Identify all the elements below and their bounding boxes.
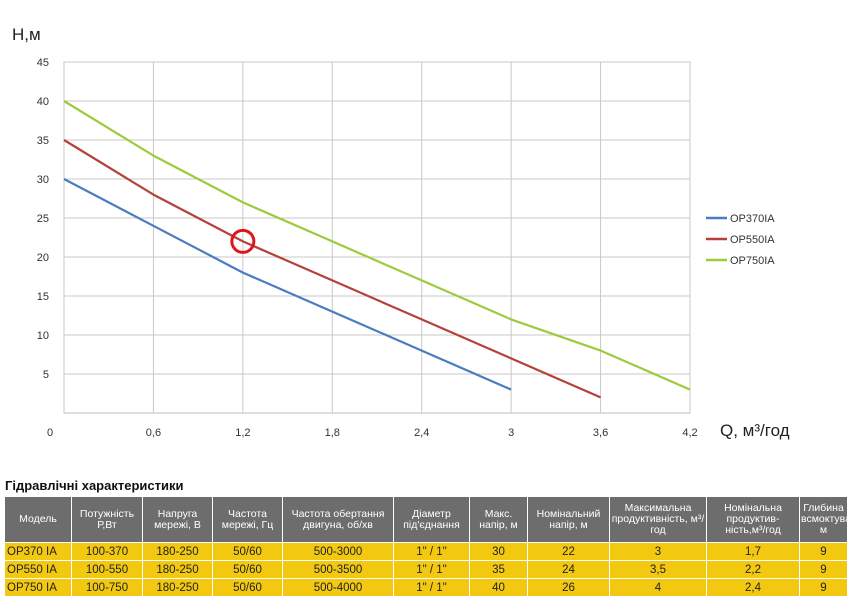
table-row: OP370 IA 100-370 180-250 50/60 500-3000 1" / … <box>4 542 848 561</box>
table-cell: 30 <box>469 542 528 561</box>
chart-series <box>63 100 691 399</box>
table-header-row: Модель Потужність Р,Вт Напруга мережі, В Ча… <box>4 496 850 543</box>
table-cell: 500-3000 <box>282 542 394 561</box>
table-row: OP750 IA 100-750 180-250 50/60 500-4000 1" / … <box>4 578 848 597</box>
chart-legend: OP370IA OP550IA OP750IA <box>706 213 775 267</box>
table-header-cell: Макс. напір, м <box>469 496 528 543</box>
table-header-cell: Частота обертання двигуна, об/хв <box>282 496 394 543</box>
table-cell: 1" / 1" <box>393 560 470 579</box>
series-line-OP750IA <box>63 100 691 391</box>
table-cell: OP750 IA <box>4 578 72 597</box>
table-cell: 100-750 <box>71 578 143 597</box>
table-header-cell: Глибина всмоктування, м <box>799 496 850 543</box>
legend-label-OP370IA: OP370IA <box>730 213 775 225</box>
hydraulic-specs-table: Модель Потужність Р,Вт Напруга мережі, В Ча… <box>4 496 850 597</box>
table-cell: 9 <box>799 542 848 561</box>
table-cell: 35 <box>469 560 528 579</box>
table-header-cell: Номінальна продуктив-ність,м³/год <box>706 496 800 543</box>
table-cell: 180-250 <box>142 560 213 579</box>
y-tick-label: 30 <box>37 174 49 186</box>
table-cell: 3,5 <box>609 560 707 579</box>
x-tick-label: 3,6 <box>593 427 608 439</box>
legend-label-OP750IA: OP750IA <box>730 255 775 267</box>
x-tick-label: 0,6 <box>146 427 161 439</box>
table-header-cell: Напруга мережі, В <box>142 496 213 543</box>
table-cell: 22 <box>527 542 610 561</box>
table-cell: 1" / 1" <box>393 578 470 597</box>
y-tick-label: 10 <box>37 330 49 342</box>
y-tick-label: 40 <box>37 96 49 108</box>
table-header-cell: Модель <box>4 496 72 543</box>
table-cell: 26 <box>527 578 610 597</box>
table-title: Гідравлічні характеристики <box>5 478 184 493</box>
table-header-cell: Максимальна продуктивність, м³/год <box>609 496 707 543</box>
table-cell: 100-550 <box>71 560 143 579</box>
x-tick-label: 1,8 <box>325 427 340 439</box>
series-line-OP550IA <box>63 139 602 399</box>
table-cell: 50/60 <box>212 560 283 579</box>
y-axis-ticks: 5 10 15 20 25 30 35 40 45 <box>37 57 49 381</box>
y-tick-label: 5 <box>43 369 49 381</box>
table-cell: 500-4000 <box>282 578 394 597</box>
y-tick-label: 15 <box>37 291 49 303</box>
y-tick-label: 45 <box>37 57 49 69</box>
chart-grid <box>63 61 691 414</box>
series-line-OP370IA <box>63 178 512 391</box>
table-cell: 1,7 <box>706 542 800 561</box>
table-cell: 180-250 <box>142 578 213 597</box>
table-header-cell: Номінальний напір, м <box>527 496 610 543</box>
table-cell: 2,4 <box>706 578 800 597</box>
y-tick-label: 35 <box>37 135 49 147</box>
table-cell: 50/60 <box>212 578 283 597</box>
x-tick-label: 4,2 <box>682 427 697 439</box>
table-body: OP370 IA 100-370 180-250 50/60 500-3000 1" / … <box>4 542 848 597</box>
table-header-cell: Діаметр під'єднання <box>393 496 470 543</box>
x-tick-label: 0 <box>47 427 53 439</box>
x-tick-label: 3 <box>508 427 514 439</box>
table-cell: 40 <box>469 578 528 597</box>
y-tick-label: 20 <box>37 252 49 264</box>
table-cell: 3 <box>609 542 707 561</box>
table-cell: 50/60 <box>212 542 283 561</box>
table-cell: 9 <box>799 578 848 597</box>
y-tick-label: 25 <box>37 213 49 225</box>
table-cell: 24 <box>527 560 610 579</box>
x-tick-label: 2,4 <box>414 427 429 439</box>
table-row: OP550 IA 100-550 180-250 50/60 500-3500 1" / … <box>4 560 848 579</box>
table-cell: 100-370 <box>71 542 143 561</box>
table-header-cell: Частота мережі, Гц <box>212 496 283 543</box>
table-cell: 500-3500 <box>282 560 394 579</box>
table-cell: 4 <box>609 578 707 597</box>
table-cell: 2,2 <box>706 560 800 579</box>
table-cell: 1" / 1" <box>393 542 470 561</box>
x-tick-label: 1,2 <box>235 427 250 439</box>
x-axis-ticks: 0 0,6 1,2 1,8 2,4 3 3,6 4,2 <box>47 427 698 439</box>
highlight-marker <box>230 228 256 254</box>
table-cell: 9 <box>799 560 848 579</box>
table-cell: OP370 IA <box>4 542 72 561</box>
x-axis-label: Q, м³/год <box>720 421 790 440</box>
plot-frame <box>63 61 691 414</box>
pump-curve-chart: 0 0,6 1,2 1,8 2,4 3 3,6 4,2 5 10 15 20 25 30 35 40 45 H… <box>12 25 790 440</box>
table-cell: 180-250 <box>142 542 213 561</box>
table-header-cell: Потужність Р,Вт <box>71 496 143 543</box>
table-cell: OP550 IA <box>4 560 72 579</box>
legend-label-OP550IA: OP550IA <box>730 234 775 246</box>
y-axis-label: H,м <box>12 25 41 44</box>
